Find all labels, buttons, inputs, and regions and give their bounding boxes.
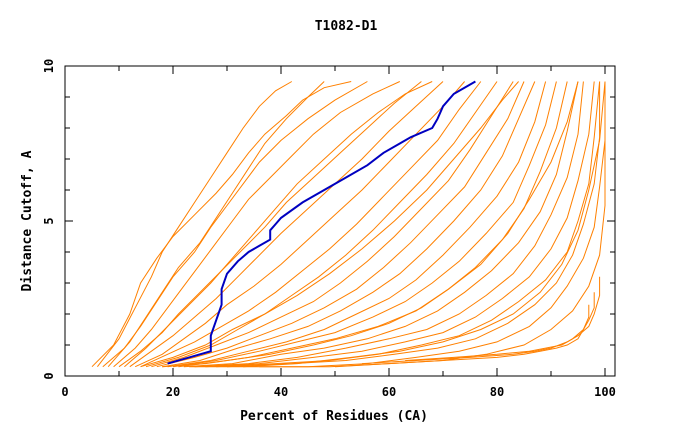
chart-title: T1082-D1	[315, 19, 378, 34]
background-series-line	[91, 81, 352, 368]
background-series-line	[361, 276, 601, 365]
background-series-line	[167, 81, 547, 368]
background-series-line	[194, 81, 584, 368]
axes-layer: 0 20 40 60 80 100 0 5 10	[42, 59, 616, 399]
background-series-line	[129, 81, 444, 368]
background-series-line	[205, 81, 595, 368]
background-series-line	[243, 81, 606, 368]
background-series-line	[97, 81, 293, 368]
background-series-line	[107, 81, 325, 368]
background-series-line	[134, 81, 465, 368]
background-series-line	[226, 81, 601, 368]
x-tick-label: 60	[382, 385, 396, 399]
background-series-line	[102, 81, 368, 368]
background-series-line	[183, 81, 579, 368]
x-tick-label: 100	[594, 385, 616, 399]
background-series-line	[124, 81, 433, 368]
background-series-line	[151, 81, 514, 368]
x-tick-label: 40	[274, 385, 288, 399]
y-tick-label: 10	[42, 59, 56, 73]
background-series-line	[172, 81, 557, 368]
background-series-line	[259, 81, 606, 368]
background-series-line	[178, 81, 568, 368]
background-series-line	[118, 81, 422, 368]
y-axis-label: Distance Cutoff, A	[20, 150, 35, 291]
background-series-line	[156, 81, 525, 368]
background-series-line	[216, 81, 601, 368]
background-series-line	[145, 81, 498, 368]
background-series-line	[162, 81, 579, 368]
background-series-line	[405, 292, 595, 361]
highlight-series-line	[167, 80, 476, 365]
background-series-line	[162, 81, 536, 368]
y-tick-label: 0	[42, 372, 56, 379]
x-tick-label: 20	[166, 385, 180, 399]
series-layer	[91, 80, 606, 368]
x-axis-label: Percent of Residues (CA)	[240, 409, 428, 424]
background-series-line	[113, 81, 401, 368]
background-series-line	[140, 81, 482, 368]
background-series-line	[189, 81, 606, 368]
y-tick-label: 5	[42, 217, 56, 224]
x-tick-label: 0	[61, 385, 68, 399]
x-tick-label: 80	[490, 385, 504, 399]
